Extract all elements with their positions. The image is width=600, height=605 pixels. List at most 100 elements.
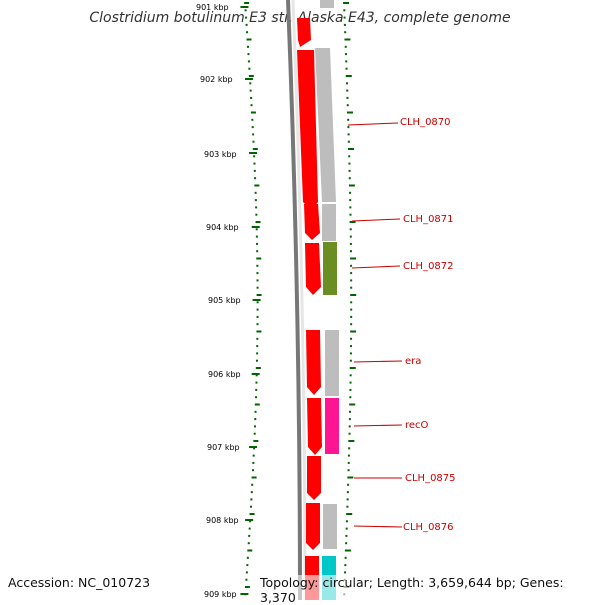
minor-tick (350, 323, 353, 326)
feature-olive (323, 242, 337, 295)
minor-tick (347, 476, 354, 479)
minor-tick (349, 206, 352, 209)
minor-tick (348, 169, 351, 172)
minor-tick (254, 403, 260, 406)
tick-label: 901 kbp (196, 3, 229, 12)
minor-tick (253, 169, 256, 172)
minor-tick (254, 177, 257, 180)
minor-tick (349, 221, 356, 223)
minor-tick (256, 279, 259, 282)
minor-tick (244, 9, 247, 12)
minor-tick (345, 60, 348, 63)
minor-tick (250, 491, 253, 494)
gene-label-CLH_0875[interactable]: CLH_0875 (405, 473, 456, 484)
minor-tick (344, 549, 351, 552)
minor-tick (344, 556, 347, 559)
minor-tick (253, 440, 259, 442)
minor-tick (253, 425, 256, 428)
major-tick (249, 152, 258, 154)
minor-tick (350, 308, 353, 311)
minor-tick (251, 118, 254, 121)
minor-tick (345, 75, 352, 77)
minor-tick (347, 140, 350, 143)
minor-tick (255, 367, 261, 369)
minor-tick (256, 308, 259, 311)
minor-tick (344, 31, 347, 34)
feature-gray (325, 330, 339, 396)
minor-tick (254, 418, 257, 421)
minor-tick (346, 96, 349, 99)
minor-tick (349, 367, 356, 369)
tick-label: 905 kbp (208, 296, 241, 305)
minor-tick (249, 89, 252, 92)
tick-label: 902 kbp (200, 75, 233, 84)
gene-label-CLH_0872[interactable]: CLH_0872 (403, 261, 454, 272)
minor-tick (348, 440, 355, 442)
minor-tick (345, 542, 348, 545)
minor-tick (250, 104, 253, 107)
minor-tick (345, 534, 348, 537)
minor-tick (256, 294, 262, 296)
gene-label-CLH_0870[interactable]: CLH_0870 (400, 117, 451, 128)
minor-tick (256, 345, 259, 348)
minor-tick (349, 235, 352, 238)
minor-tick (343, 23, 346, 26)
gene-label-recO[interactable]: recO (405, 420, 429, 431)
minor-tick (347, 118, 350, 121)
gene-arrow-red (307, 456, 321, 500)
minor-tick (255, 396, 258, 399)
minor-tick (346, 89, 349, 92)
minor-tick (350, 330, 357, 333)
minor-tick (249, 82, 252, 85)
minor-tick (346, 498, 349, 501)
minor-tick (346, 491, 349, 494)
gene-label-CLH_0876[interactable]: CLH_0876 (403, 522, 454, 533)
minor-tick (345, 67, 348, 70)
minor-tick (248, 534, 251, 537)
minor-tick (244, 2, 250, 4)
minor-tick (349, 381, 352, 384)
minor-tick (349, 191, 352, 194)
minor-tick (256, 242, 259, 245)
minor-tick (249, 505, 252, 508)
gene-label-era[interactable]: era (405, 356, 421, 367)
minor-tick (252, 461, 255, 464)
minor-tick (344, 571, 347, 574)
minor-tick (344, 53, 347, 56)
minor-tick (350, 272, 353, 275)
minor-tick (253, 432, 256, 435)
minor-tick (349, 374, 352, 377)
callout-line (347, 122, 399, 126)
minor-tick (251, 483, 254, 486)
minor-tick (348, 177, 351, 180)
gene-label-CLH_0871[interactable]: CLH_0871 (403, 214, 454, 225)
minor-tick (255, 235, 258, 238)
minor-tick (349, 199, 352, 202)
minor-tick (347, 469, 350, 472)
minor-tick (251, 126, 254, 129)
feature-gray (315, 48, 336, 202)
gene-arrow-red (307, 398, 322, 455)
major-tick (251, 226, 260, 228)
minor-tick (347, 483, 350, 486)
minor-tick (349, 242, 352, 245)
minor-tick (246, 564, 249, 567)
feature-track (315, 0, 339, 600)
feature-gray (323, 504, 337, 549)
major-tick (245, 78, 254, 80)
minor-tick (348, 447, 351, 450)
inner-tick-ring (244, 2, 262, 596)
accession-text: Accession: NC_010723 (8, 575, 151, 590)
minor-tick (349, 403, 356, 406)
minor-tick (256, 330, 262, 333)
tick-label: 904 kbp (206, 223, 239, 232)
minor-tick (344, 38, 351, 41)
minor-tick (350, 345, 353, 348)
gene-arrow-red (306, 330, 321, 395)
callout-line (353, 360, 403, 363)
minor-tick (246, 556, 249, 559)
minor-tick (253, 447, 256, 450)
minor-tick (246, 38, 252, 41)
minor-tick (349, 250, 352, 253)
tick-labels: 901 kbp 902 kbp 903 kbp 904 kbp 905 kbp … (196, 3, 241, 599)
